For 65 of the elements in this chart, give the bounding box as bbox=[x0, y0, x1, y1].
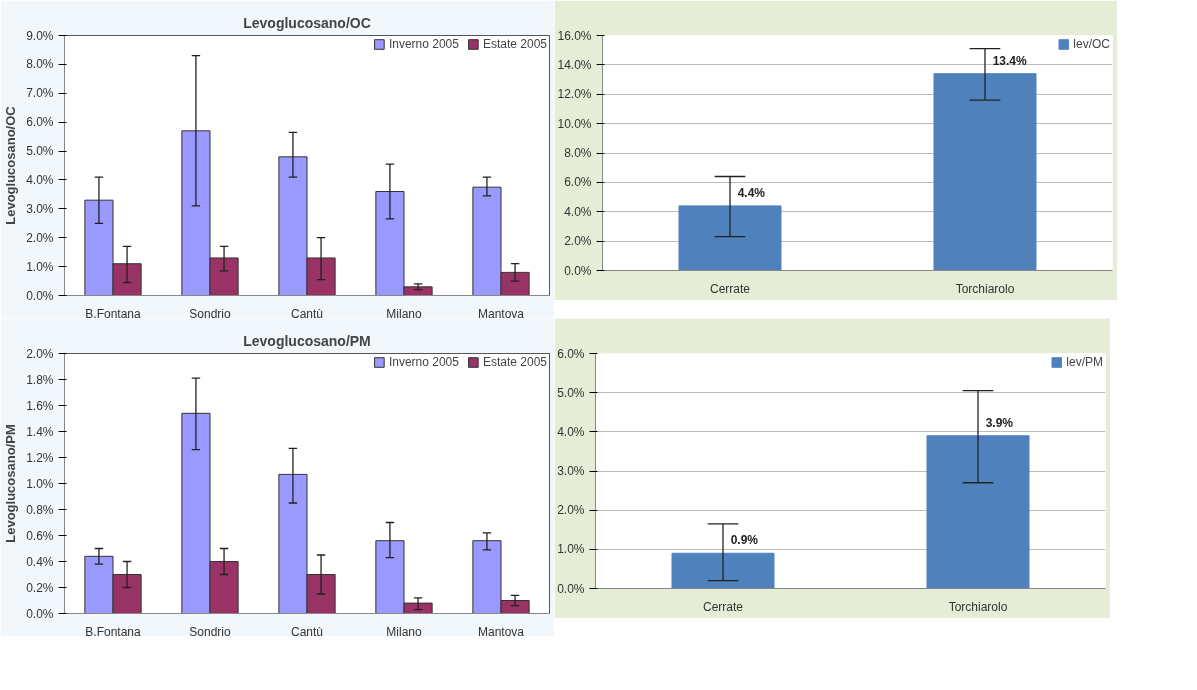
y-tick-label: 0.2% bbox=[26, 580, 54, 595]
x-tick-label: Milano bbox=[386, 624, 422, 639]
legend-label: Estate 2005 bbox=[482, 355, 547, 369]
y-tick-label: 3.0% bbox=[557, 464, 585, 478]
y-tick-label: 1.0% bbox=[557, 542, 585, 557]
x-tick-label: Cerrate bbox=[709, 281, 751, 296]
y-tick-label: 0.6% bbox=[26, 528, 54, 543]
x-tick-label: Sondrio bbox=[189, 624, 232, 639]
x-tick-label: Cantù bbox=[290, 624, 324, 639]
y-tick-label: 6.0% bbox=[557, 346, 585, 361]
y-tick-label: 1.6% bbox=[26, 398, 54, 413]
y-tick-label: 5.0% bbox=[557, 385, 585, 400]
y-tick-label: 6.0% bbox=[564, 175, 592, 190]
y-tick-label: 2.0% bbox=[26, 346, 54, 361]
data-label: 13.4% bbox=[992, 53, 1028, 68]
y-tick-label: 1.2% bbox=[26, 450, 54, 465]
x-tick-label: Sondrio bbox=[189, 306, 232, 321]
y-tick-label: 4.0% bbox=[557, 424, 585, 439]
data-label: 3.9% bbox=[985, 415, 1014, 430]
y-axis-title: Levoglucosano/PM bbox=[3, 424, 19, 543]
y-tick-label: 2.0% bbox=[557, 503, 585, 518]
x-tick-label: Torchiarolo bbox=[955, 281, 1015, 296]
y-tick-label: 8.0% bbox=[564, 146, 592, 160]
y-tick-label: 0.8% bbox=[26, 502, 54, 517]
y-tick-label: 6.0% bbox=[26, 115, 54, 130]
y-tick-label: 12.0% bbox=[557, 87, 592, 102]
legend-label: Estate 2005 bbox=[482, 37, 547, 51]
data-label: 4.4% bbox=[737, 185, 766, 200]
y-tick-label: 10.0% bbox=[557, 116, 592, 131]
y-tick-label: 4.0% bbox=[564, 204, 592, 219]
y-tick-label: 8.0% bbox=[26, 57, 54, 72]
y-tick-label: 1.0% bbox=[26, 476, 54, 491]
legend-label: lev/PM bbox=[1066, 355, 1103, 369]
x-tick-label: Cerrate bbox=[702, 599, 744, 614]
y-tick-label: 0.0% bbox=[557, 581, 585, 596]
x-tick-label: Mantova bbox=[477, 624, 525, 639]
x-tick-label: Torchiarolo bbox=[948, 599, 1008, 614]
y-tick-label: 2.0% bbox=[564, 234, 592, 249]
y-tick-label: 1.4% bbox=[26, 424, 54, 439]
y-tick-label: 4.0% bbox=[26, 172, 54, 187]
y-tick-label: 0.0% bbox=[564, 263, 592, 278]
y-tick-label: 14.0% bbox=[557, 57, 592, 72]
y-tick-label: 16.0% bbox=[557, 28, 592, 43]
y-tick-label: 0.0% bbox=[26, 288, 54, 303]
y-tick-label: 0.0% bbox=[26, 606, 54, 621]
y-tick-label: 7.0% bbox=[26, 86, 54, 101]
y-tick-label: 0.4% bbox=[26, 554, 54, 569]
x-tick-label: Mantova bbox=[477, 306, 525, 321]
legend-label: lev/OC bbox=[1073, 37, 1110, 51]
y-tick-label: 3.0% bbox=[26, 201, 54, 216]
y-tick-label: 2.0% bbox=[26, 230, 54, 245]
y-tick-label: 1.0% bbox=[26, 259, 54, 274]
legend-label: Inverno 2005 bbox=[388, 355, 459, 369]
y-axis-title: Levoglucosano/OC bbox=[3, 105, 19, 225]
x-tick-label: Milano bbox=[386, 306, 422, 321]
data-label: 0.9% bbox=[730, 533, 759, 548]
chart-title: Levoglucosano/OC bbox=[243, 14, 371, 31]
x-tick-label: Cantù bbox=[290, 306, 324, 321]
x-tick-label: B.Fontana bbox=[85, 624, 142, 639]
y-tick-label: 5.0% bbox=[26, 144, 54, 159]
chart-title: Levoglucosano/PM bbox=[243, 332, 371, 349]
y-tick-label: 9.0% bbox=[26, 28, 54, 43]
legend-label: Inverno 2005 bbox=[388, 37, 459, 51]
x-tick-label: B.Fontana bbox=[85, 306, 142, 321]
y-tick-label: 1.8% bbox=[26, 372, 54, 387]
